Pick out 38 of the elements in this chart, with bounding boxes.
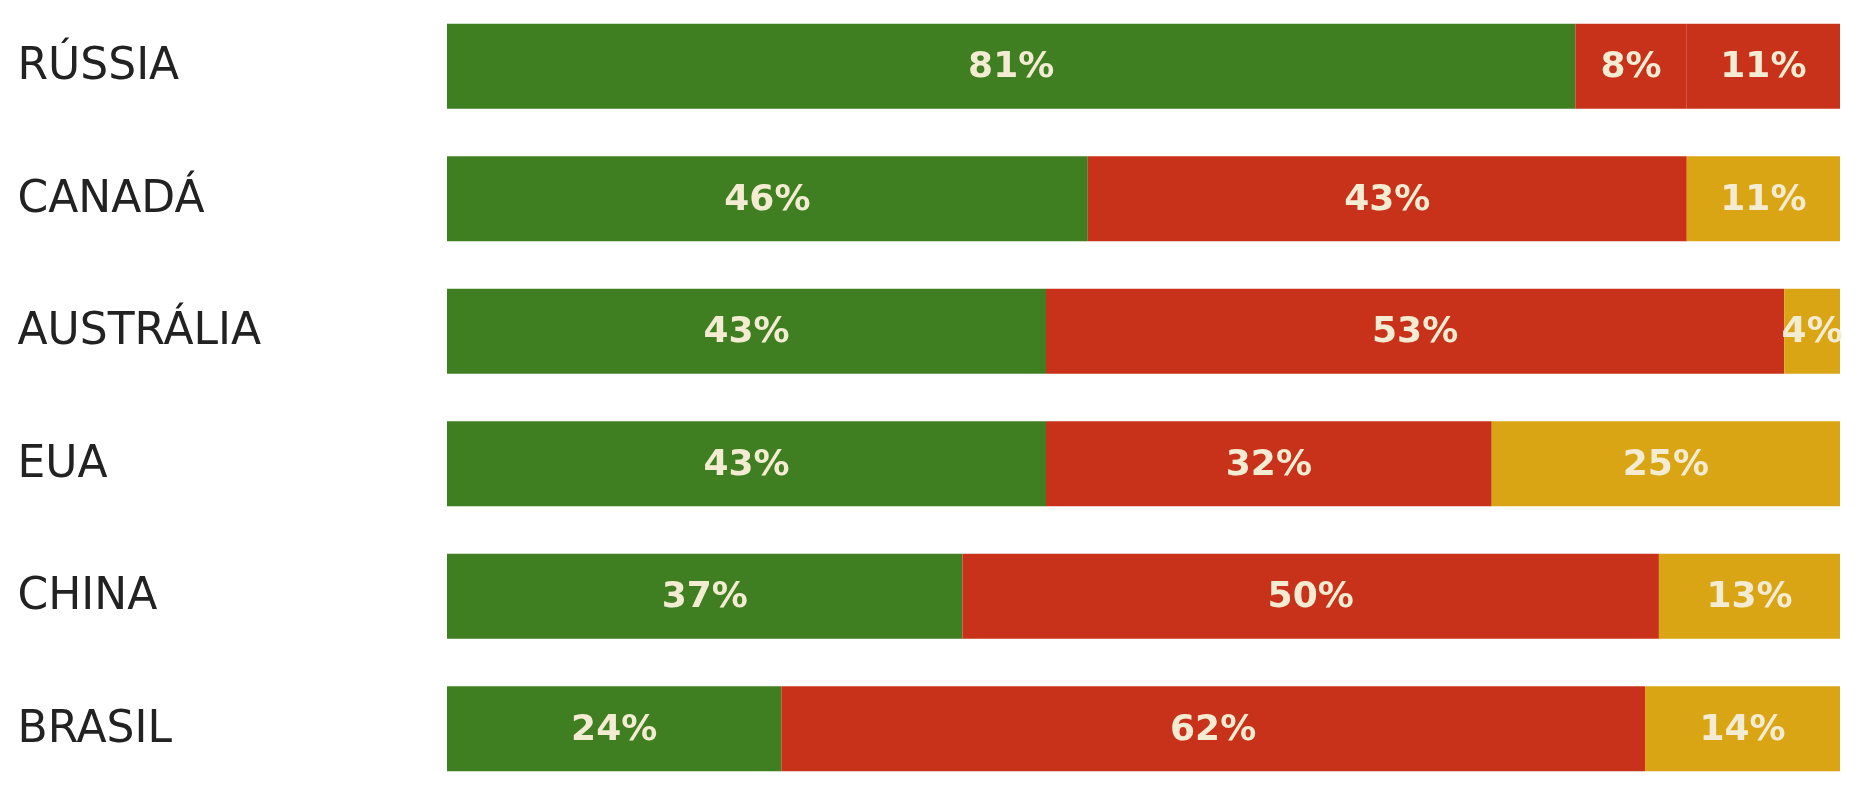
data-label: 14%	[1699, 706, 1786, 748]
data-label: 81%	[968, 44, 1055, 86]
data-label: 25%	[1622, 441, 1709, 483]
bar	[1045, 421, 1492, 507]
bar	[1658, 553, 1840, 639]
y-tick-label: RÚSSIA	[17, 37, 180, 90]
data-label: 8%	[1600, 44, 1662, 86]
bar	[1045, 288, 1785, 374]
bar	[447, 23, 1576, 109]
bar	[447, 421, 1046, 507]
bar	[962, 553, 1659, 639]
data-label: 11%	[1720, 44, 1807, 86]
bar	[447, 686, 782, 772]
bar	[1686, 156, 1840, 242]
data-label: 43%	[703, 309, 790, 351]
bar	[781, 686, 1645, 772]
data-label: 11%	[1720, 176, 1807, 218]
bar	[447, 553, 963, 639]
y-tick-label: CHINA	[17, 568, 158, 620]
data-label: 37%	[661, 574, 748, 616]
data-label: 43%	[703, 441, 790, 483]
bar	[447, 156, 1088, 242]
y-tick-label: AUSTRÁLIA	[17, 302, 262, 355]
bar	[447, 288, 1046, 374]
y-tick-label: BRASIL	[17, 700, 173, 752]
y-tick-label: EUA	[17, 435, 108, 487]
data-label: 50%	[1267, 574, 1354, 616]
bar	[1491, 421, 1840, 507]
y-tick-label: CANADÁ	[17, 169, 205, 222]
data-label: 43%	[1344, 176, 1431, 218]
data-label: 32%	[1225, 441, 1312, 483]
data-label: 46%	[724, 176, 811, 218]
data-label: 13%	[1706, 574, 1793, 616]
data-label: 24%	[571, 706, 658, 748]
data-label: 62%	[1170, 706, 1257, 748]
bar	[1087, 156, 1687, 242]
data-label: 53%	[1372, 309, 1459, 351]
bar	[1644, 686, 1840, 772]
